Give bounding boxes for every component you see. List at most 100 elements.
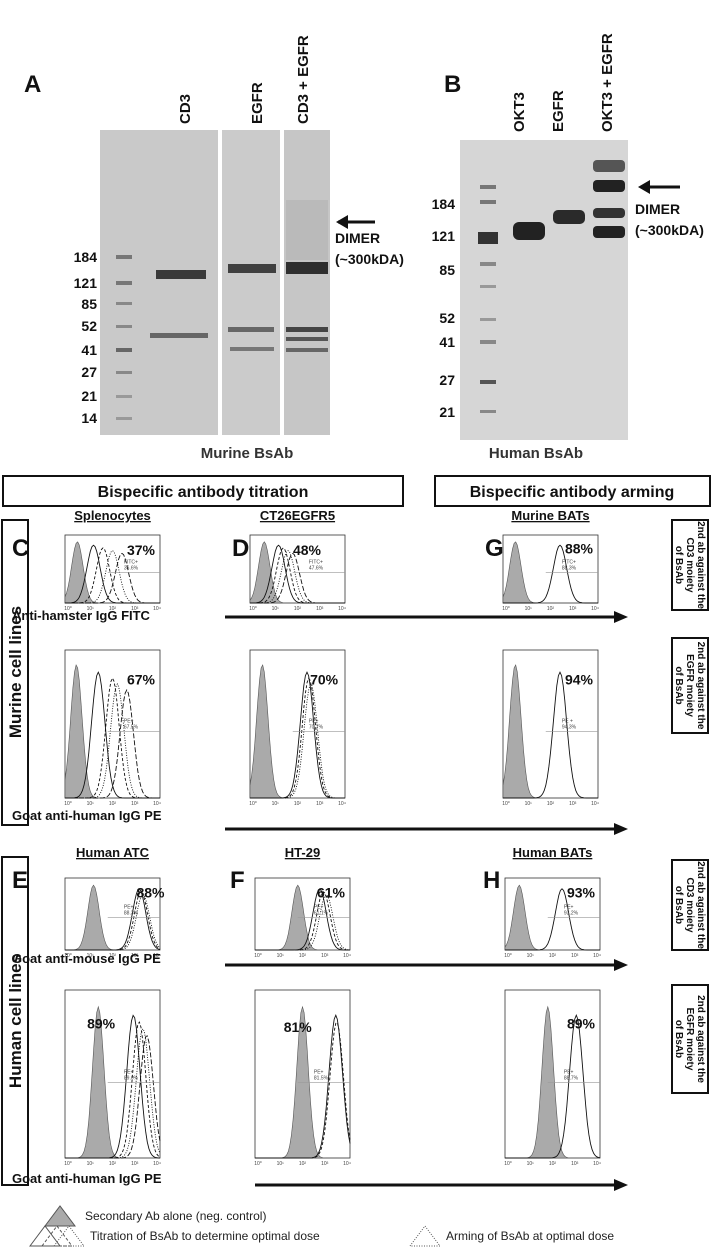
x-tick-label: 10³ bbox=[569, 606, 577, 612]
x-tick-label: 10⁰ bbox=[64, 1161, 72, 1167]
x-tick-label: 10³ bbox=[569, 801, 577, 807]
panel-letter: A bbox=[24, 71, 41, 98]
panel-title: Human ATC bbox=[76, 845, 150, 860]
side-box bbox=[671, 637, 709, 734]
percent-positive: 89% bbox=[567, 1016, 596, 1032]
side-text: 2nd ab against the bbox=[695, 861, 706, 949]
gate-percent: 61.1% bbox=[314, 911, 329, 917]
x-tick-label: 10² bbox=[547, 801, 555, 807]
x-tick-label: 10¹ bbox=[87, 801, 95, 807]
x-tick-label: 10⁴ bbox=[591, 801, 599, 807]
gate-percent: 88.3% bbox=[562, 565, 577, 571]
panel-title: Murine BATs bbox=[511, 508, 589, 523]
x-tick-label: 10¹ bbox=[87, 953, 95, 959]
panel-title: Splenocytes bbox=[74, 508, 151, 523]
x-tick-label: 10² bbox=[547, 606, 555, 612]
gate-percent: 67.5% bbox=[124, 724, 139, 730]
x-tick-label: 10⁰ bbox=[64, 801, 72, 807]
x-tick-label: 10² bbox=[299, 1161, 307, 1167]
percent-positive: 37% bbox=[127, 542, 156, 558]
side-text: CD3 moiety bbox=[684, 877, 695, 932]
stained-histogram bbox=[250, 547, 345, 604]
x-tick-label: 10³ bbox=[571, 953, 579, 959]
histogram-plot: PE+67.5% 67% 10⁰ 10¹ 10² 10³ 10⁴ bbox=[64, 649, 161, 807]
plot-frame bbox=[64, 877, 161, 951]
axis-label: Goat anti-human IgG PE bbox=[12, 1171, 162, 1186]
side-text: of BsAb bbox=[673, 1020, 684, 1058]
x-tick-label: 10⁰ bbox=[254, 1161, 262, 1167]
stained-histogram bbox=[255, 1021, 351, 1159]
stained-histogram bbox=[505, 1013, 601, 1159]
gel-a bbox=[100, 130, 375, 435]
gel-b bbox=[460, 140, 680, 440]
panel-letter: D bbox=[232, 535, 249, 562]
gate-label: PE+ bbox=[309, 718, 319, 724]
legend-text: Arming of BsAb at optimal dose bbox=[446, 1229, 614, 1243]
x-tick-label: 10⁴ bbox=[153, 1161, 161, 1167]
histogram-plot: FITC+47.6% 48% 10⁰ 10¹ 10² 10³ 10⁴ bbox=[249, 534, 346, 612]
side-text: EGFR moiety bbox=[684, 654, 695, 717]
panel-letter: B bbox=[444, 71, 461, 98]
gate-label: PE+ bbox=[124, 1069, 134, 1075]
axis-label: Anti-hamster IgG FITC bbox=[12, 608, 151, 623]
x-tick-label: 10³ bbox=[321, 1161, 329, 1167]
stained-histogram bbox=[250, 552, 345, 604]
marker-label: 14 bbox=[81, 410, 97, 426]
side-text: CD3 moiety bbox=[684, 537, 695, 592]
percent-positive: 94% bbox=[565, 672, 594, 688]
x-tick-label: 10³ bbox=[131, 606, 139, 612]
gate-percent: 93.2% bbox=[564, 911, 579, 917]
arrow-head bbox=[614, 1179, 628, 1191]
gate-label: PE+ bbox=[124, 905, 134, 911]
dimer-label: DIMER bbox=[635, 201, 680, 217]
x-tick-label: 10³ bbox=[131, 1161, 139, 1167]
histogram-plot: PE+81.5% 81% 10⁰ 10¹ 10² 10³ 10⁴ bbox=[254, 989, 351, 1167]
gate-percent: 81.5% bbox=[314, 1075, 329, 1081]
panel-letter: E bbox=[12, 867, 28, 894]
dimer-label: DIMER bbox=[335, 230, 380, 246]
gate-percent: 36.6% bbox=[124, 565, 139, 571]
x-tick-label: 10³ bbox=[321, 953, 329, 959]
percent-positive: 88% bbox=[136, 884, 165, 900]
gate-label: PE + bbox=[562, 718, 573, 724]
panel-letter: G bbox=[485, 535, 504, 562]
gel-caption: Human BsAb bbox=[489, 445, 583, 462]
gate-percent: 89.0% bbox=[124, 1075, 139, 1081]
arrow-head bbox=[614, 823, 628, 835]
gel-caption: Murine BsAb bbox=[201, 445, 294, 462]
x-tick-label: 10⁰ bbox=[504, 1161, 512, 1167]
side-text: of BsAb bbox=[673, 546, 684, 584]
x-tick-label: 10² bbox=[299, 953, 307, 959]
marker-label: 184 bbox=[432, 196, 456, 212]
gate-percent: 88.7% bbox=[564, 1075, 579, 1081]
x-tick-label: 10⁴ bbox=[593, 953, 601, 959]
x-tick-label: 10² bbox=[294, 606, 302, 612]
histogram-plot: PE +94.3% 94% 10⁰ 10¹ 10² 10³ 10⁴ bbox=[502, 649, 599, 807]
stained-histogram bbox=[255, 893, 351, 951]
marker-label: 85 bbox=[81, 296, 97, 312]
header-box bbox=[2, 475, 404, 507]
marker-label: 184 bbox=[74, 249, 98, 265]
histogram-plot: PE+88.3% 88% 10⁰ 10¹ 10² 10³ 10⁴ bbox=[64, 877, 165, 959]
lane-label: EGFR bbox=[249, 82, 266, 124]
x-tick-label: 10⁴ bbox=[153, 801, 161, 807]
panel-title: HT-29 bbox=[285, 845, 320, 860]
x-tick-label: 10⁰ bbox=[249, 801, 257, 807]
lane-label: OKT3 bbox=[511, 92, 528, 132]
x-tick-label: 10³ bbox=[131, 801, 139, 807]
side-text: 2nd ab against the bbox=[695, 642, 706, 730]
legend-text: Titration of BsAb to determine optimal d… bbox=[90, 1229, 320, 1243]
x-tick-label: 10² bbox=[109, 953, 117, 959]
histogram-plot: FITC+88.3% 88% 10⁰ 10¹ 10² 10³ 10⁴ bbox=[502, 534, 599, 612]
axis-label: Goat anti-mouse IgG PE bbox=[12, 951, 161, 966]
marker-label: 21 bbox=[81, 388, 97, 404]
section-header: Bispecific antibody titration bbox=[98, 484, 309, 501]
x-tick-label: 10¹ bbox=[525, 801, 533, 807]
x-tick-label: 10⁰ bbox=[502, 801, 510, 807]
x-tick-label: 10² bbox=[109, 606, 117, 612]
x-tick-label: 10² bbox=[549, 953, 557, 959]
percent-positive: 70% bbox=[310, 672, 339, 688]
x-tick-label: 10⁴ bbox=[338, 801, 346, 807]
x-tick-label: 10⁰ bbox=[502, 606, 510, 612]
